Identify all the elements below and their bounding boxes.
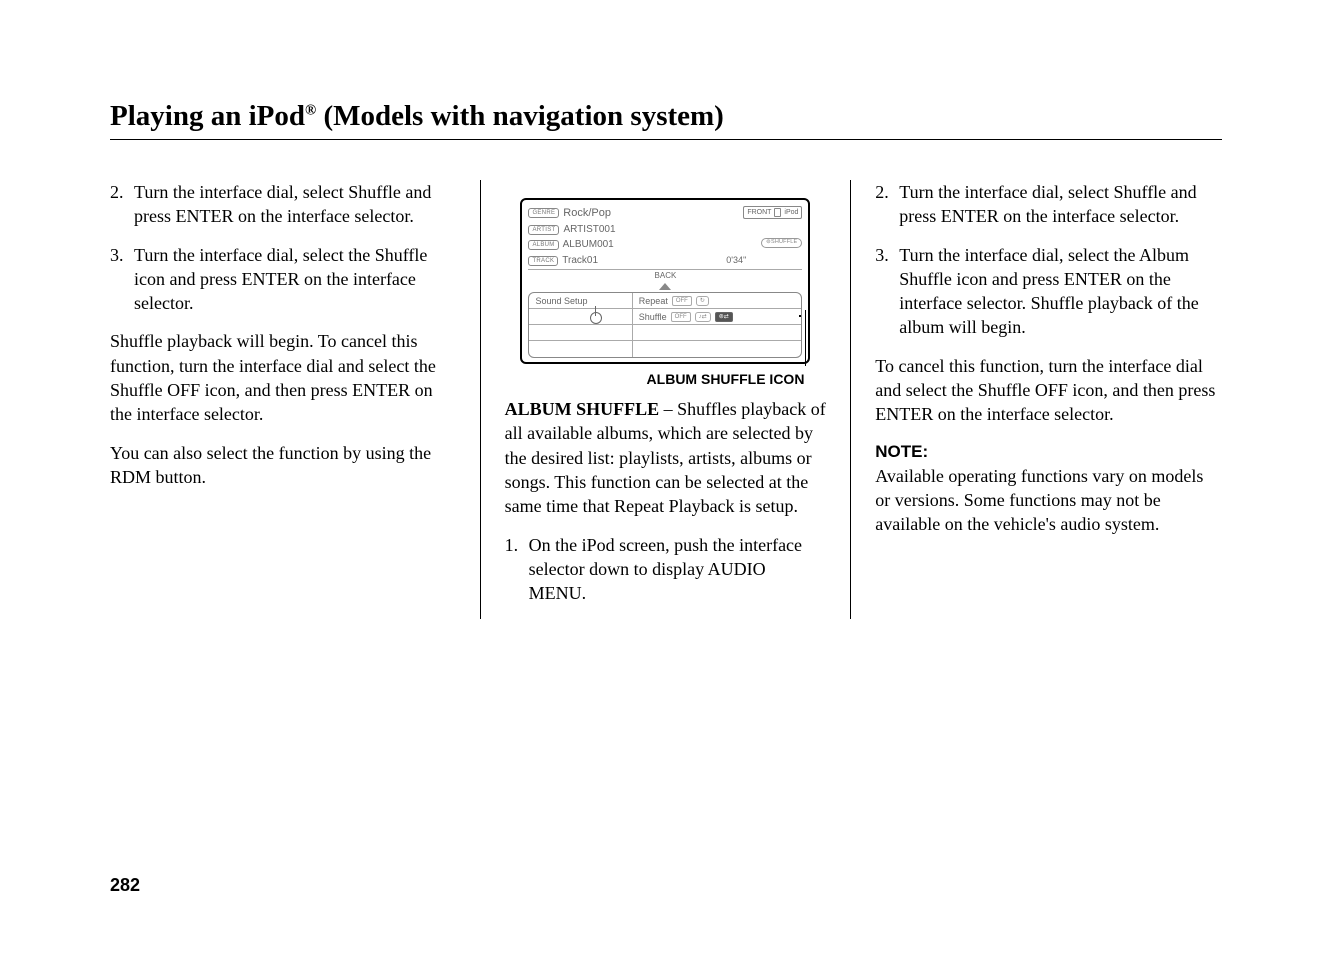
front-label: FRONT	[747, 208, 771, 217]
back-label: BACK	[655, 271, 677, 280]
genre-row: GENRE Rock/Pop FRONT iPod	[528, 206, 802, 221]
caption-text: ALBUM SHUFFLE ICON	[647, 371, 805, 387]
column-3: 2. Turn the interface dial, select Shuff…	[851, 180, 1222, 619]
artist-row: ARTIST ARTIST001	[528, 223, 802, 237]
note-text: Available operating functions vary on mo…	[875, 464, 1222, 537]
paragraph: You can also select the function by usin…	[110, 441, 456, 490]
shuffle-label: Shuffle	[639, 311, 667, 323]
up-arrow-icon	[659, 283, 671, 290]
repeat-cell: Repeat OFF ↻	[633, 293, 802, 308]
column-2: GENRE Rock/Pop FRONT iPod ARTIST ARTIST0…	[481, 180, 852, 619]
empty-cell	[529, 325, 632, 340]
repeat-icon: ↻	[696, 296, 709, 306]
diagram-caption: ALBUM SHUFFLE ICON	[520, 370, 804, 389]
time-elapsed: 0'34''	[726, 254, 746, 266]
callout-line	[799, 315, 802, 317]
album-shuffle-label: ALBUM SHUFFLE	[505, 399, 660, 419]
track-tag: TRACK	[528, 256, 558, 266]
step-3: 3. Turn the interface dial, select the S…	[110, 243, 456, 316]
callout-line-vertical	[805, 310, 807, 366]
artist-tag: ARTIST	[528, 225, 559, 235]
menu-row-shuffle: Shuffle OFF ♪⇄ ⊚⇄	[529, 309, 801, 325]
empty-cell	[529, 309, 632, 324]
menu-row-empty	[529, 325, 801, 341]
genre-value: Rock/Pop	[563, 206, 611, 221]
step-number: 3.	[875, 243, 895, 340]
dash: –	[659, 399, 677, 419]
content-columns: 2. Turn the interface dial, select Shuff…	[110, 180, 1222, 619]
page-number: 282	[110, 875, 140, 896]
step-number: 3.	[110, 243, 130, 316]
step-number: 2.	[875, 180, 895, 229]
shuffle-badge-text: SHUFFLE	[771, 239, 797, 245]
empty-cell	[633, 325, 802, 340]
registered-mark: ®	[305, 102, 316, 118]
track-value: Track01	[562, 254, 598, 268]
repeat-label: Repeat	[639, 295, 668, 307]
sound-setup-label: Sound Setup	[535, 295, 587, 307]
step-3: 3. Turn the interface dial, select the A…	[875, 243, 1222, 340]
album-shuffle-icon: ⊚⇄	[715, 312, 733, 322]
step-text: Turn the interface dial, select the Albu…	[899, 243, 1222, 340]
genre-tag: GENRE	[528, 208, 559, 218]
screen-diagram: GENRE Rock/Pop FRONT iPod ARTIST ARTIST0…	[520, 198, 810, 389]
menu-box: Sound Setup Repeat OFF ↻ Shuffle	[528, 292, 802, 358]
step-number: 1.	[505, 533, 525, 606]
empty-cell	[529, 341, 632, 357]
menu-row-repeat: Sound Setup Repeat OFF ↻	[529, 293, 801, 309]
title-rule	[110, 139, 1222, 140]
artist-value: ARTIST001	[563, 223, 615, 237]
album-shuffle-paragraph: ALBUM SHUFFLE – Shuffles playback of all…	[505, 397, 827, 518]
shuffle-badge: ⊚SHUFFLE	[761, 238, 802, 247]
step-text: Turn the interface dial, select the Shuf…	[134, 243, 456, 316]
shuffle-cell: Shuffle OFF ♪⇄ ⊚⇄	[633, 309, 802, 324]
title-prefix: Playing an iPod	[110, 100, 305, 132]
off-tag: OFF	[672, 296, 692, 306]
column-1: 2. Turn the interface dial, select Shuff…	[110, 180, 481, 619]
note-label: NOTE:	[875, 441, 1222, 464]
back-row: BACK	[528, 269, 802, 290]
album-value: ALBUM001	[563, 238, 614, 252]
paragraph: Shuffle playback will begin. To cancel t…	[110, 329, 456, 426]
ipod-label: iPod	[784, 208, 798, 217]
paragraph: To cancel this function, turn the interf…	[875, 354, 1222, 427]
album-row: ALBUM ALBUM001 ⊚SHUFFLE	[528, 238, 802, 252]
step-text: Turn the interface dial, select Shuffle …	[134, 180, 456, 229]
step-text: On the iPod screen, push the interface s…	[529, 533, 827, 606]
sound-setup-cell: Sound Setup	[529, 293, 632, 308]
step-text: Turn the interface dial, select Shuffle …	[899, 180, 1222, 229]
title-suffix: (Models with navigation system)	[316, 100, 724, 132]
screen-frame: GENRE Rock/Pop FRONT iPod ARTIST ARTIST0…	[520, 198, 810, 364]
album-tag: ALBUM	[528, 240, 558, 250]
step-2: 2. Turn the interface dial, select Shuff…	[110, 180, 456, 229]
menu-row-empty	[529, 341, 801, 357]
track-row: TRACK Track01 0'34''	[528, 254, 802, 268]
ipod-icon	[774, 208, 781, 217]
shuffle-album-icon: ♪⇄	[695, 312, 711, 322]
front-ipod-badge: FRONT iPod	[743, 206, 802, 219]
off-tag: OFF	[671, 312, 691, 322]
step-number: 2.	[110, 180, 130, 229]
empty-cell	[633, 341, 802, 357]
step-1: 1. On the iPod screen, push the interfac…	[505, 533, 827, 606]
step-2: 2. Turn the interface dial, select Shuff…	[875, 180, 1222, 229]
page-title: Playing an iPod® (Models with navigation…	[110, 100, 1222, 133]
